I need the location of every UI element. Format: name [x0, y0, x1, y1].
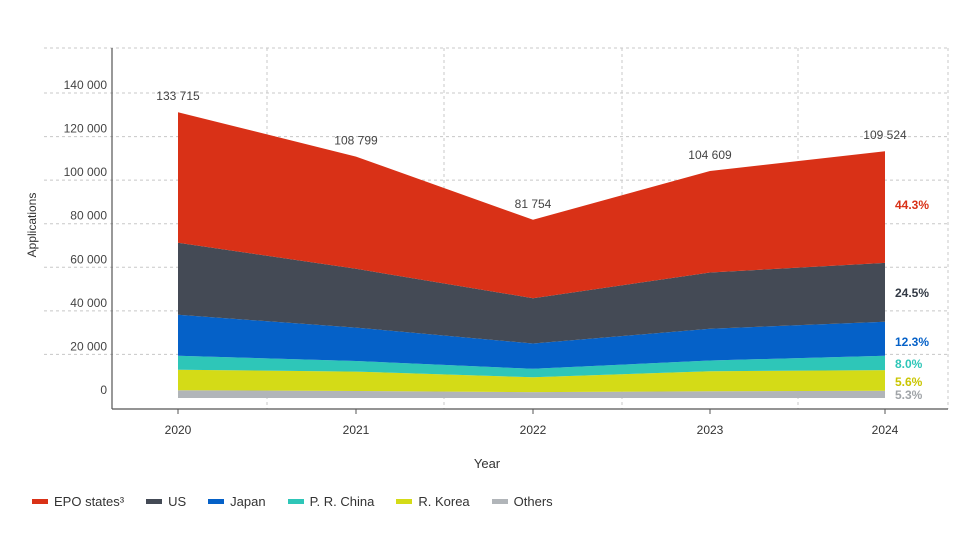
share-label: 24.5% — [895, 286, 929, 300]
legend-label: US — [168, 494, 186, 509]
total-label: 104 609 — [688, 148, 732, 162]
legend-item-epo-states: EPO states³ — [32, 494, 124, 509]
total-label: 81 754 — [515, 197, 552, 211]
share-label: 5.6% — [895, 375, 923, 389]
y-tick-label: 40 000 — [70, 296, 107, 310]
legend-item-others: Others — [492, 494, 553, 509]
area-series — [178, 112, 885, 398]
share-label: 44.3% — [895, 198, 929, 212]
share-label: 12.3% — [895, 335, 929, 349]
legend-swatch — [288, 499, 304, 504]
legend-swatch — [492, 499, 508, 504]
y-tick-label: 140 000 — [64, 78, 108, 92]
legend-item-r-korea: R. Korea — [396, 494, 469, 509]
y-tick-label: 120 000 — [64, 122, 108, 136]
legend-item-us: US — [146, 494, 186, 509]
y-tick-label: 60 000 — [70, 252, 107, 266]
legend-item-japan: Japan — [208, 494, 265, 509]
share-label: 8.0% — [895, 357, 923, 371]
y-tick-label: 0 — [100, 383, 107, 397]
x-tick-label: 2023 — [697, 423, 724, 437]
x-tick-label: 2021 — [343, 423, 370, 437]
y-tick-label: 20 000 — [70, 339, 107, 353]
legend-label: P. R. China — [310, 494, 375, 509]
legend-swatch — [396, 499, 412, 504]
stacked-area-chart: 0 20 000 40 000 60 000 80 000 100 000 120 000 1… — [0, 0, 979, 551]
y-axis-label: Applications — [25, 193, 39, 258]
legend-label: Others — [514, 494, 553, 509]
legend-swatch — [32, 499, 48, 504]
y-tick-label: 100 000 — [64, 165, 108, 179]
share-label: 5.3% — [895, 388, 923, 402]
legend-swatch — [208, 499, 224, 504]
legend-item-pr-china: P. R. China — [288, 494, 375, 509]
legend-label: Japan — [230, 494, 265, 509]
total-label: 133 715 — [156, 89, 200, 103]
x-tick-label: 2024 — [872, 423, 899, 437]
x-tick-label: 2022 — [520, 423, 547, 437]
total-label: 109 524 — [863, 128, 907, 142]
total-label: 108 799 — [334, 134, 378, 148]
y-tick-labels: 0 20 000 40 000 60 000 80 000 100 000 120 000 1… — [64, 78, 108, 397]
legend-label: R. Korea — [418, 494, 469, 509]
legend-label: EPO states³ — [54, 494, 124, 509]
share-labels: 44.3% 24.5% 12.3% 8.0% 5.6%5.3% — [895, 198, 929, 402]
legend: EPO states³ US Japan P. R. China R. Kore… — [32, 494, 575, 509]
legend-swatch — [146, 499, 162, 504]
y-tick-label: 80 000 — [70, 209, 107, 223]
x-axis-label: Year — [474, 456, 501, 471]
x-tick-label: 2020 — [165, 423, 192, 437]
x-tick-labels: 2020 2021 2022 2023 2024 — [165, 423, 899, 437]
